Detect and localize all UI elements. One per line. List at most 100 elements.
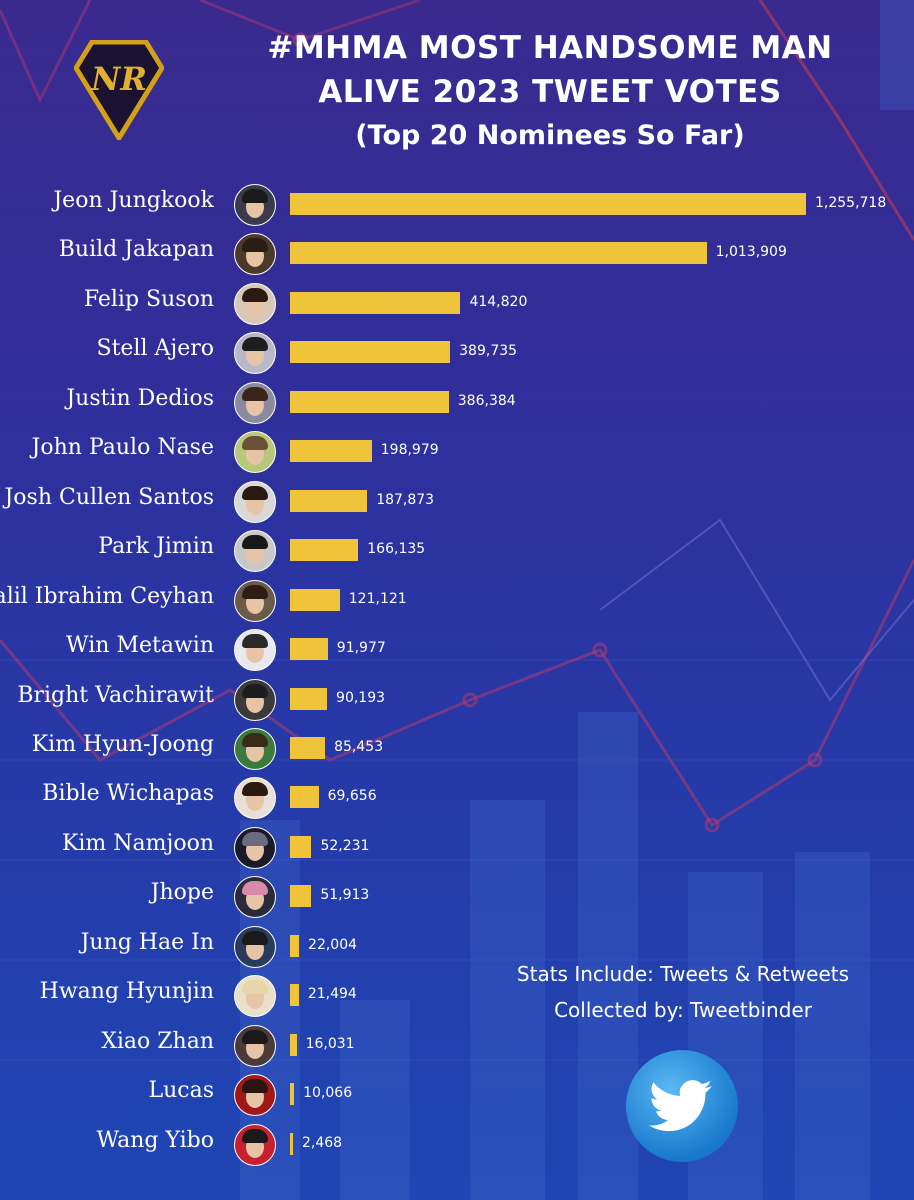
avatar-icon <box>234 975 276 1018</box>
value-label: 69,656 <box>327 788 377 805</box>
category-label: Bright Vachirawit <box>17 682 214 708</box>
value-label: 386,384 <box>457 392 516 409</box>
avatar-icon <box>234 480 276 523</box>
avatar-icon <box>234 876 276 919</box>
value-label: 1,013,909 <box>715 244 787 261</box>
bar <box>290 341 451 364</box>
avatar-icon <box>234 184 276 226</box>
bar <box>290 885 312 908</box>
chart-title-line-1: #MHMA MOST HANDSOME MAN <box>267 30 833 66</box>
avatar-icon <box>234 925 276 968</box>
category-label: John Paulo Nase <box>31 435 214 461</box>
avatar-icon <box>234 777 276 820</box>
avatar-icon <box>234 381 276 424</box>
value-label: 52,231 <box>320 837 370 854</box>
category-label: Kim Hyun-Joong <box>31 731 214 757</box>
category-label: Josh Cullen Santos <box>4 484 214 510</box>
category-label: Justin Dedios <box>66 385 214 411</box>
bar <box>290 736 326 759</box>
bar <box>290 638 328 661</box>
chart-row: Wang Yibo 2,468 <box>0 1123 914 1172</box>
bar <box>290 242 707 265</box>
chart-row: Xiao Zhan 16,031 <box>0 1024 914 1073</box>
chart-row: Build Jakapan 1,013,909 <box>0 233 914 281</box>
avatar-icon <box>234 678 276 721</box>
bar <box>290 440 372 463</box>
category-label: Kim Namjoon <box>61 830 214 856</box>
value-label: 90,193 <box>336 689 386 706</box>
chart-row: Jhope 51,913 <box>0 876 914 924</box>
chart-row: Josh Cullen Santos 187,873 <box>0 480 914 529</box>
bar <box>290 687 328 710</box>
value-label: 51,913 <box>320 887 370 904</box>
stats-note: Stats Include: Tweets & Retweets <box>516 962 850 986</box>
chart-row: Kim Hyun-Joong 85,453 <box>0 727 914 776</box>
category-label: Lucas <box>148 1078 214 1104</box>
bar <box>290 786 319 809</box>
chart-row: Jeon Jungkook 1,255,718 <box>0 184 914 232</box>
category-label: Wang Yibo <box>96 1127 214 1153</box>
chart-subtitle: (Top 20 Nominees So Far) <box>355 120 745 151</box>
chart-row: Justin Dedios 386,384 <box>0 381 914 430</box>
category-label: Felip Suson <box>83 286 214 312</box>
category-label: Park Jimin <box>98 534 214 560</box>
value-label: 187,873 <box>376 491 435 508</box>
chart-row: Felip Suson 414,820 <box>0 282 914 331</box>
svg-text:NR: NR <box>90 60 147 98</box>
category-label: Jung Hae In <box>80 929 214 955</box>
avatar-icon <box>234 1024 276 1067</box>
category-label: Bible Wichapas <box>42 781 214 807</box>
category-label: Xiao Zhan <box>101 1028 214 1054</box>
value-label: 85,453 <box>334 738 384 755</box>
chart-row: Lucas 10,066 <box>0 1074 914 1122</box>
chart-row: Park Jimin 166,135 <box>0 530 914 578</box>
bar <box>290 835 312 858</box>
nr-logo: NR <box>74 40 164 140</box>
value-label: 21,494 <box>307 986 357 1003</box>
chart-row: Halil Ibrahim Ceyhan 121,121 <box>0 579 914 628</box>
bar <box>290 588 340 611</box>
value-label: 198,979 <box>380 442 439 459</box>
avatar-icon <box>234 629 276 672</box>
chart-row: Bright Vachirawit 90,193 <box>0 678 914 727</box>
avatar-icon <box>234 727 276 770</box>
avatar-icon <box>234 431 276 474</box>
chart-row: Hwang Hyunjin 21,494 <box>0 975 914 1023</box>
avatar-icon <box>234 233 276 276</box>
category-label: Jeon Jungkook <box>53 188 214 213</box>
bar <box>290 489 368 512</box>
avatar-icon <box>234 1123 276 1166</box>
value-label: 166,135 <box>367 541 426 558</box>
chart-row: Kim Namjoon 52,231 <box>0 826 914 875</box>
value-label: 1,255,718 <box>815 195 887 211</box>
category-label: Hwang Hyunjin <box>39 979 214 1005</box>
value-label: 22,004 <box>308 936 358 953</box>
value-label: 389,735 <box>459 343 518 360</box>
chart-row: Win Metawin 91,977 <box>0 629 914 677</box>
bar <box>290 539 359 562</box>
value-label: 2,468 <box>302 1134 343 1151</box>
avatar-icon <box>234 282 276 325</box>
category-label: Jhope <box>150 880 214 906</box>
value-label: 121,121 <box>348 590 407 607</box>
chart-row: Stell Ajero 389,735 <box>0 332 914 380</box>
category-label: Build Jakapan <box>58 237 214 263</box>
category-label: Win Metawin <box>66 633 214 659</box>
value-label: 414,820 <box>469 293 528 310</box>
bar <box>290 1033 297 1056</box>
category-label: Stell Ajero <box>96 336 215 362</box>
chart-row: John Paulo Nase 198,979 <box>0 431 914 479</box>
bar <box>290 390 449 413</box>
avatar-icon <box>234 332 276 375</box>
avatar-icon <box>234 1074 276 1117</box>
chart-row: Bible Wichapas 69,656 <box>0 777 914 825</box>
bar <box>290 1083 295 1106</box>
avatar-icon <box>234 826 276 869</box>
bar <box>290 984 299 1007</box>
bar <box>290 934 300 957</box>
chart-title-line-2: ALIVE 2023 TWEET VOTES <box>318 74 782 110</box>
bar <box>290 291 461 314</box>
avatar-icon <box>234 530 276 573</box>
value-label: 10,066 <box>303 1085 353 1102</box>
